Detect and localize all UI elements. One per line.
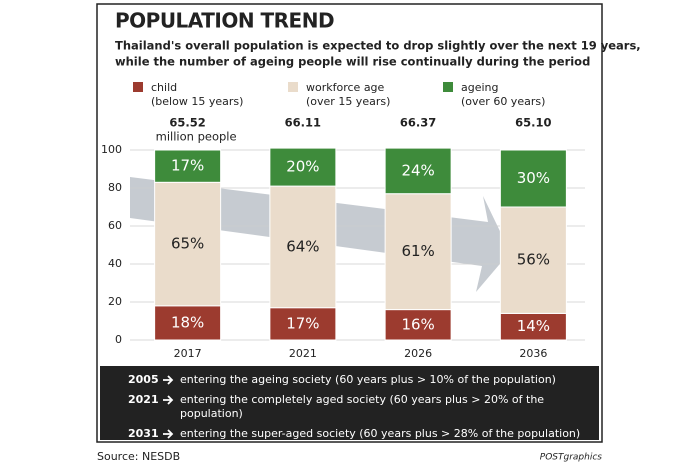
value-label: 17%: [286, 314, 319, 332]
bar-segment: [154, 149, 222, 183]
x-tick-label: 2026: [404, 347, 432, 360]
milestone-year: 2031: [128, 427, 159, 440]
legend-description: (below 15 years): [151, 95, 243, 108]
source: Source: NESDB: [97, 450, 180, 463]
legend-swatch: [443, 82, 453, 92]
subtitle: while the number of ageing people will r…: [115, 55, 590, 69]
milestone-text: entering the ageing society (60 years pl…: [180, 373, 556, 386]
value-label: 65%: [171, 235, 204, 253]
x-tick-label: 2021: [289, 347, 317, 360]
value-label: 30%: [517, 169, 550, 187]
value-label: 18%: [171, 313, 204, 331]
value-label: 24%: [401, 161, 434, 179]
total-label: 66.37: [400, 116, 436, 130]
bar-segment: [384, 147, 452, 195]
total-unit: million people: [156, 130, 237, 144]
milestone-arrow: [163, 375, 174, 385]
total-label: 65.10: [515, 116, 551, 130]
bar-segment: [269, 307, 337, 341]
milestone-text: population): [180, 407, 243, 420]
bar-segment: [269, 185, 337, 309]
value-label: 61%: [401, 242, 434, 260]
y-tick-label: 0: [115, 333, 122, 346]
layer: 0 20 40 60 80 100 child(below 15 years) workfor…: [101, 81, 585, 440]
milestone-year: 2005: [128, 373, 159, 386]
x-tick-label: 2017: [174, 347, 202, 360]
total-label: 66.11: [285, 116, 321, 130]
bar-segment: [499, 206, 567, 314]
milestone-arrow: [163, 429, 174, 439]
bar-segment: [269, 147, 337, 187]
legend-swatch: [288, 82, 298, 92]
value-label: 20%: [286, 158, 319, 176]
milestone-text: entering the super-aged society (60 year…: [180, 427, 580, 440]
legend-label: ageing: [461, 81, 499, 94]
total-label: 65.52: [169, 116, 205, 130]
legend-label: workforce age: [306, 81, 385, 94]
chart-title: POPULATION TREND: [115, 9, 334, 33]
milestone-box: [100, 366, 599, 440]
legend-description: (over 60 years): [461, 95, 545, 108]
bar-segment: [384, 193, 452, 311]
bar-segment: [499, 149, 567, 208]
milestone-year: 2021: [128, 393, 159, 406]
value-label: 14%: [517, 317, 550, 335]
value-label: 64%: [286, 237, 319, 255]
bar-segment: [154, 305, 222, 341]
y-tick-label: 80: [108, 181, 122, 194]
credit: POSTgraphics: [540, 453, 603, 463]
value-label: 56%: [517, 251, 550, 269]
y-tick-label: 40: [108, 257, 122, 270]
y-tick-label: 20: [108, 295, 122, 308]
legend-label: child: [151, 81, 177, 94]
legend-description: (over 15 years): [306, 95, 390, 108]
x-tick-label: 2036: [519, 347, 547, 360]
bar-segment: [154, 181, 222, 307]
milestone-text: entering the completely aged society (60…: [180, 393, 544, 406]
y-tick-label: 60: [108, 219, 122, 232]
subtitle: Thailand's overall population is expecte…: [115, 39, 641, 53]
bar-segment: [384, 309, 452, 341]
legend-swatch: [133, 82, 143, 92]
milestone-arrow: [163, 395, 174, 405]
value-label: 17%: [171, 157, 204, 175]
y-tick-label: 100: [101, 143, 122, 156]
value-label: 16%: [401, 315, 434, 333]
